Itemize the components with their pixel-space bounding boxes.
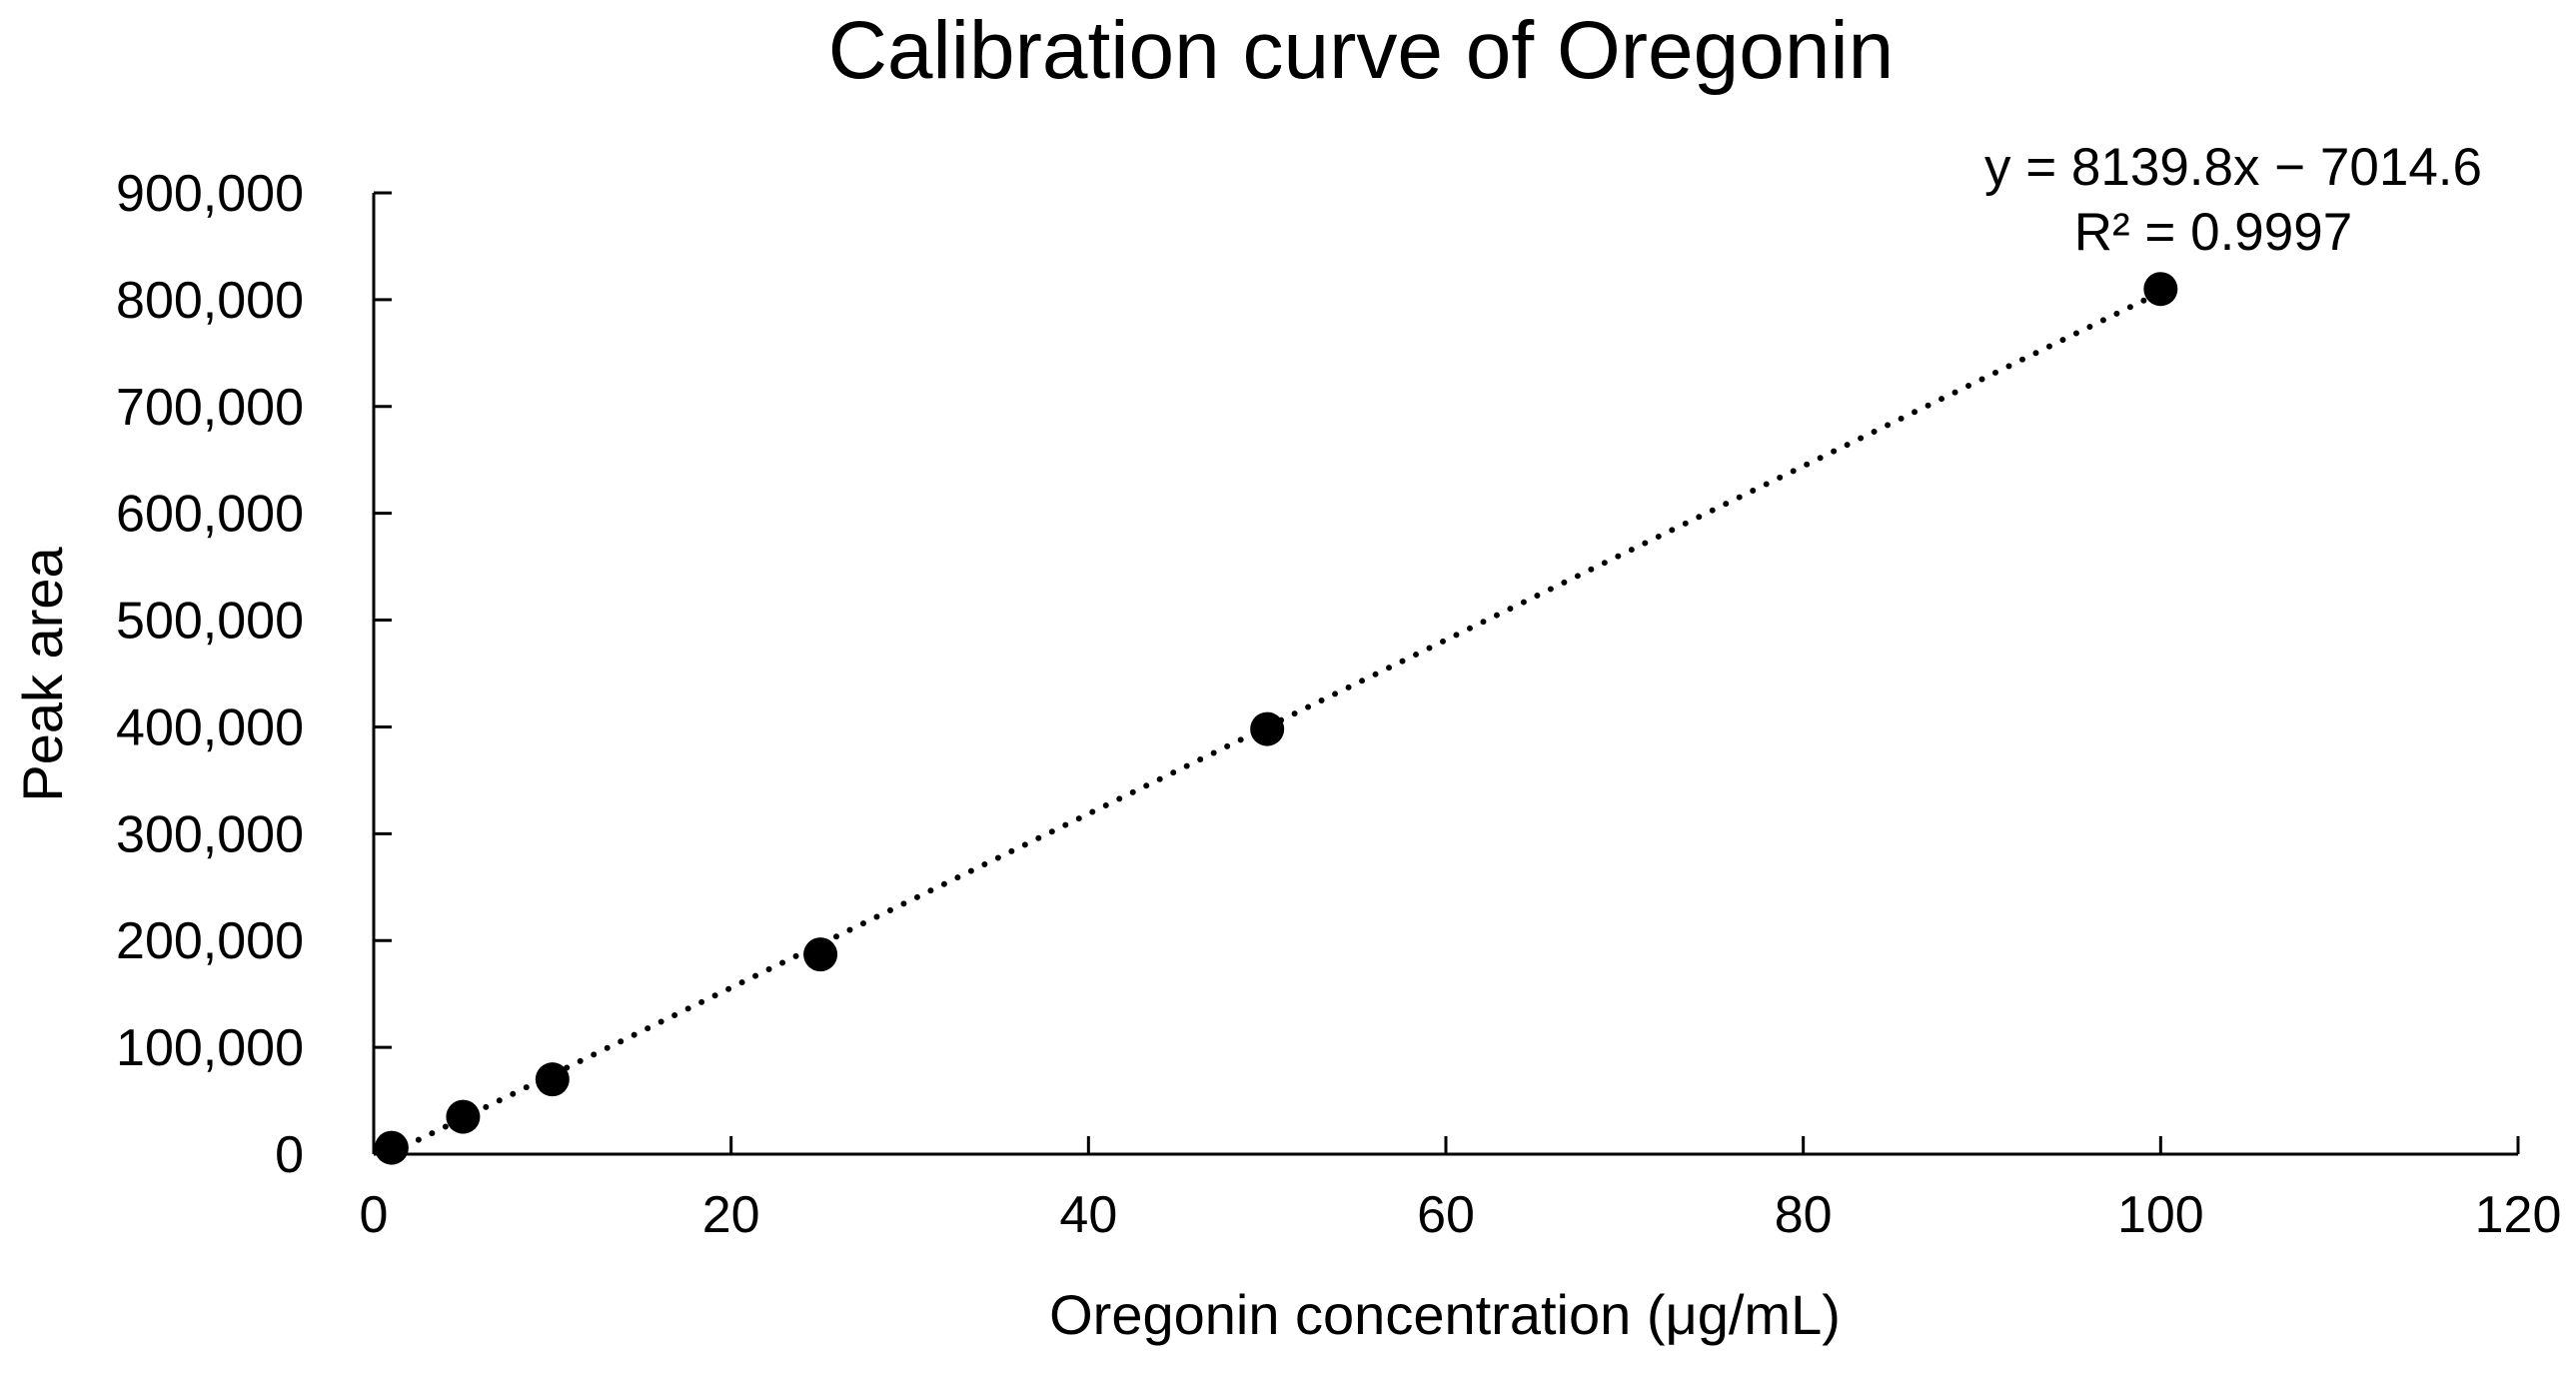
y-tick-label: 0 bbox=[275, 1126, 304, 1184]
x-tick-label: 80 bbox=[1775, 1186, 1833, 1244]
chart-title: Calibration curve of Oregonin bbox=[828, 5, 1895, 96]
data-point bbox=[535, 1062, 570, 1097]
data-point bbox=[803, 937, 838, 972]
data-point bbox=[374, 1130, 409, 1165]
y-tick-label: 400,000 bbox=[116, 698, 304, 756]
x-axis-label: Oregonin concentration (μg/mL) bbox=[1049, 1283, 1841, 1346]
y-tick-label: 900,000 bbox=[116, 165, 304, 223]
trendline bbox=[388, 289, 2164, 1156]
data-point bbox=[1250, 711, 1285, 746]
x-tick-label: 20 bbox=[702, 1186, 760, 1244]
y-tick-label: 800,000 bbox=[116, 272, 304, 330]
axes-group: 0 100,000 200,000 300,000 400,000 500,000 600,… bbox=[116, 165, 2561, 1244]
x-tick-label: 0 bbox=[360, 1186, 389, 1244]
y-tick-label: 200,000 bbox=[116, 912, 304, 970]
y-tick-label: 500,000 bbox=[116, 593, 304, 651]
x-tick-label: 40 bbox=[1059, 1186, 1117, 1244]
x-tick-label: 120 bbox=[2475, 1186, 2562, 1244]
x-tick-label: 100 bbox=[2117, 1186, 2204, 1244]
data-point bbox=[446, 1099, 481, 1134]
trendline-equation: y = 8139.8x − 7014.6 bbox=[1984, 138, 2482, 197]
x-tick-label: 60 bbox=[1417, 1186, 1475, 1244]
y-axis-label: Peak area bbox=[11, 547, 74, 802]
y-tick-label: 700,000 bbox=[116, 379, 304, 437]
r-squared-label: R² = 0.9997 bbox=[2074, 203, 2352, 262]
y-tick-label: 100,000 bbox=[116, 1019, 304, 1077]
data-points-group bbox=[374, 272, 2178, 1165]
data-point bbox=[2143, 272, 2178, 307]
y-tick-label: 600,000 bbox=[116, 486, 304, 544]
y-tick-label: 300,000 bbox=[116, 805, 304, 863]
trendline-group bbox=[388, 289, 2164, 1156]
